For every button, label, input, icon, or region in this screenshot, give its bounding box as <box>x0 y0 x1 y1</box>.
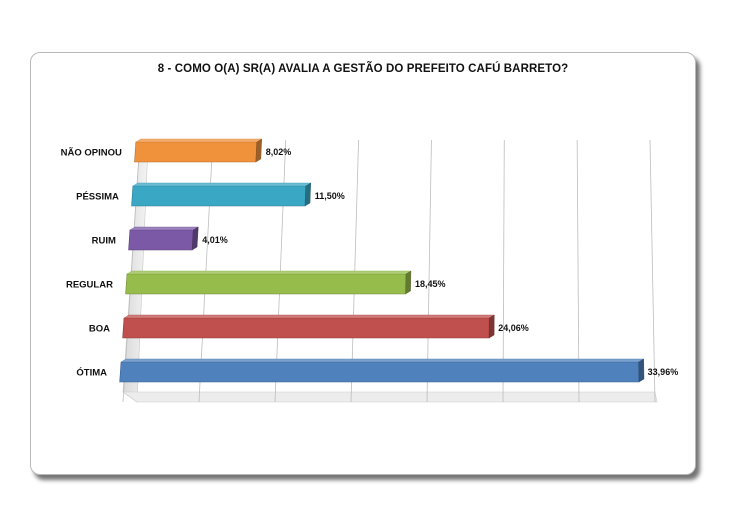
bar-end <box>488 314 495 339</box>
bar-end <box>255 138 262 163</box>
bar-top <box>120 358 645 363</box>
floor <box>122 391 658 403</box>
bar-top <box>132 182 312 187</box>
bar <box>128 229 194 251</box>
gridline <box>426 139 432 403</box>
bar-top <box>135 138 263 143</box>
gridline <box>576 139 580 403</box>
bar <box>122 317 490 339</box>
category-label: REGULAR <box>66 280 113 291</box>
category-label: BOA <box>89 324 110 335</box>
chart-title: 8 - COMO O(A) SR(A) AVALIA A GESTÃO DO P… <box>157 63 569 75</box>
category-label: ÓTIMA <box>76 367 107 379</box>
value-label: 4,01% <box>202 235 228 245</box>
bar-end <box>405 270 412 295</box>
bar-end <box>304 182 312 207</box>
bar <box>134 141 258 163</box>
value-label: 33,96% <box>648 367 679 377</box>
value-label: 24,06% <box>498 323 529 333</box>
gridline <box>649 139 656 403</box>
value-label: 18,45% <box>415 279 446 289</box>
category-label: RUIM <box>92 236 116 247</box>
bar-end <box>638 358 645 383</box>
category-label: PÉSSIMA <box>76 192 119 203</box>
bar <box>119 361 640 383</box>
category-label: NÃO OPINOU <box>61 148 122 159</box>
bar-top <box>123 314 495 319</box>
bars <box>119 138 645 383</box>
value-label: 8,02% <box>266 147 292 157</box>
bar-top <box>129 226 199 231</box>
bar <box>125 273 407 295</box>
labels: NÃO OPINOU 8,02% PÉSSIMA 11,50% RUIM 4,01% REG… <box>61 147 679 379</box>
bar <box>131 185 307 207</box>
bar-end <box>191 226 199 251</box>
gridline <box>502 139 505 403</box>
bar-top <box>126 270 412 275</box>
value-label: 11,50% <box>315 191 345 201</box>
